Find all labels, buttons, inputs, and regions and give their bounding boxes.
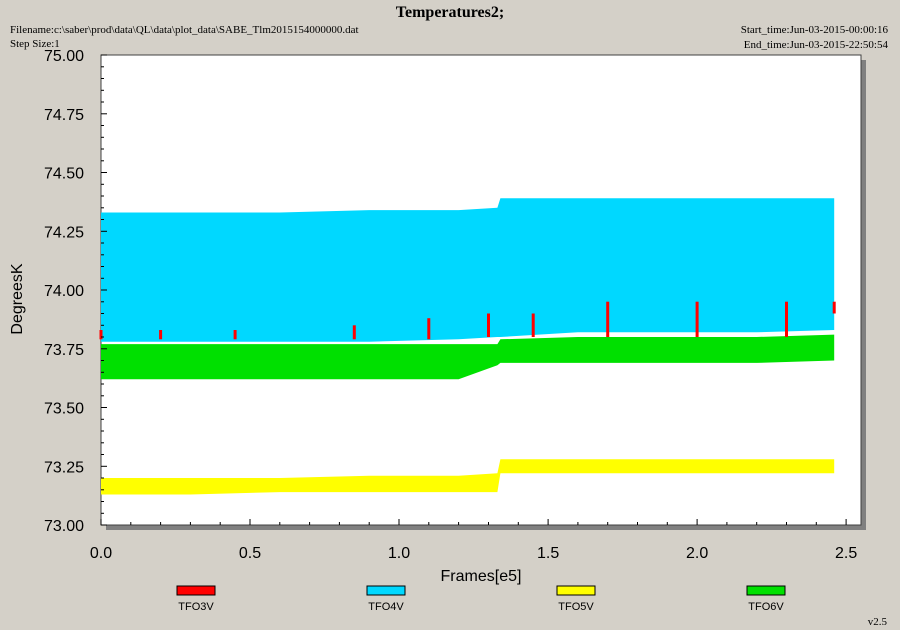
series-tfo5v-band xyxy=(101,459,835,495)
version-label: v2.5 xyxy=(868,616,888,628)
chart-title: Temperatures2; xyxy=(396,4,504,21)
legend: TFO3V TFO4V TFO5V TFO6V xyxy=(176,585,786,613)
series-tfo6v-band xyxy=(101,334,835,380)
x-axis-label: Frames[e5] xyxy=(441,568,522,585)
x-tick-label: 0.5 xyxy=(239,545,261,562)
legend-label: TFO5V xyxy=(558,601,594,613)
x-tick-label: 1.5 xyxy=(537,545,559,562)
y-axis-label: DegreesK xyxy=(9,263,26,334)
legend-item-tfo4v: TFO4V xyxy=(366,585,406,613)
legend-label: TFO3V xyxy=(178,601,214,613)
series-tfo3v xyxy=(99,301,836,340)
legend-label: TFO4V xyxy=(368,601,404,613)
series-layer xyxy=(99,198,836,495)
legend-item-tfo3v: TFO3V xyxy=(176,585,216,613)
x-tick-label: 2.5 xyxy=(835,545,857,562)
x-tick-label: 0.0 xyxy=(90,545,112,562)
y-tick-label: 73.75 xyxy=(44,342,84,359)
legend-label: TFO6V xyxy=(748,601,784,613)
legend-swatch xyxy=(556,585,596,596)
y-tick-label: 74.00 xyxy=(44,283,84,300)
end-time-label: End_time:Jun-03-2015-22:50:54 xyxy=(744,39,889,51)
y-tick-label: 73.00 xyxy=(44,518,84,535)
start-time-label: Start_time:Jun-03-2015-00:00:16 xyxy=(741,24,889,36)
legend-swatch xyxy=(176,585,216,596)
legend-swatch xyxy=(746,585,786,596)
y-tick-label: 74.75 xyxy=(44,107,84,124)
y-tick-label: 74.50 xyxy=(44,166,84,183)
axis-layer: 73.00 73.25 73.50 73.75 74.00 74.25 74.50 74.75… xyxy=(44,48,857,562)
y-tick-label: 73.25 xyxy=(44,459,84,476)
legend-swatch xyxy=(366,585,406,596)
x-tick-label: 1.0 xyxy=(388,545,410,562)
legend-item-tfo6v: TFO6V xyxy=(746,585,786,613)
y-tick-label: 75.00 xyxy=(44,48,84,65)
x-tick-label: 2.0 xyxy=(686,545,708,562)
filename-label: Filename:c:\saber\prod\data\QL\data\plot… xyxy=(10,24,359,36)
step-size-label: Step Size:1 xyxy=(10,38,60,50)
series-tfo4v-band xyxy=(101,198,835,342)
y-tick-label: 73.50 xyxy=(44,401,84,418)
legend-item-tfo5v: TFO5V xyxy=(556,585,596,613)
y-tick-label: 74.25 xyxy=(44,224,84,241)
